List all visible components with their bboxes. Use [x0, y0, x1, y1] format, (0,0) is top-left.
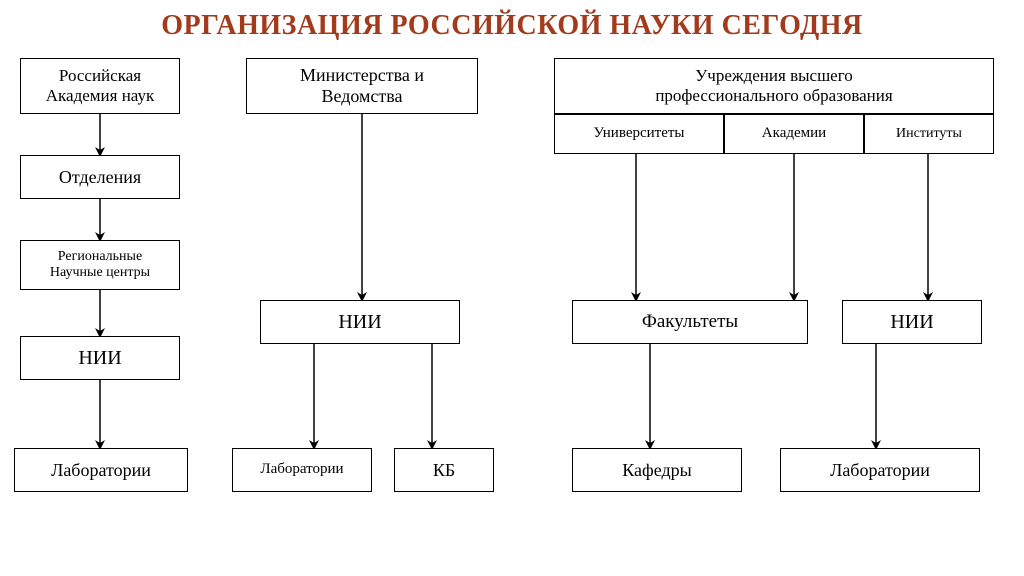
- node-univ: Университеты: [554, 114, 724, 154]
- node-nii2: НИИ: [260, 300, 460, 344]
- node-kafedra: Кафедры: [572, 448, 742, 492]
- node-acad: Академии: [724, 114, 864, 154]
- node-inst: Институты: [864, 114, 994, 154]
- node-otdel: Отделения: [20, 155, 180, 199]
- node-kb: КБ: [394, 448, 494, 492]
- node-lab3: Лаборатории: [780, 448, 980, 492]
- node-region: РегиональныеНаучные центры: [20, 240, 180, 290]
- diagram-title: ОРГАНИЗАЦИЯ РОССИЙСКОЙ НАУКИ СЕГОДНЯ: [0, 10, 1024, 42]
- node-lab2: Лаборатории: [232, 448, 372, 492]
- node-edu: Учреждения высшегопрофессионального обра…: [554, 58, 994, 114]
- node-nii1: НИИ: [20, 336, 180, 380]
- node-nii3: НИИ: [842, 300, 982, 344]
- node-facul: Факультеты: [572, 300, 808, 344]
- node-lab1: Лаборатории: [14, 448, 188, 492]
- node-ras: РоссийскаяАкадемия наук: [20, 58, 180, 114]
- node-minister: Министерства иВедомства: [246, 58, 478, 114]
